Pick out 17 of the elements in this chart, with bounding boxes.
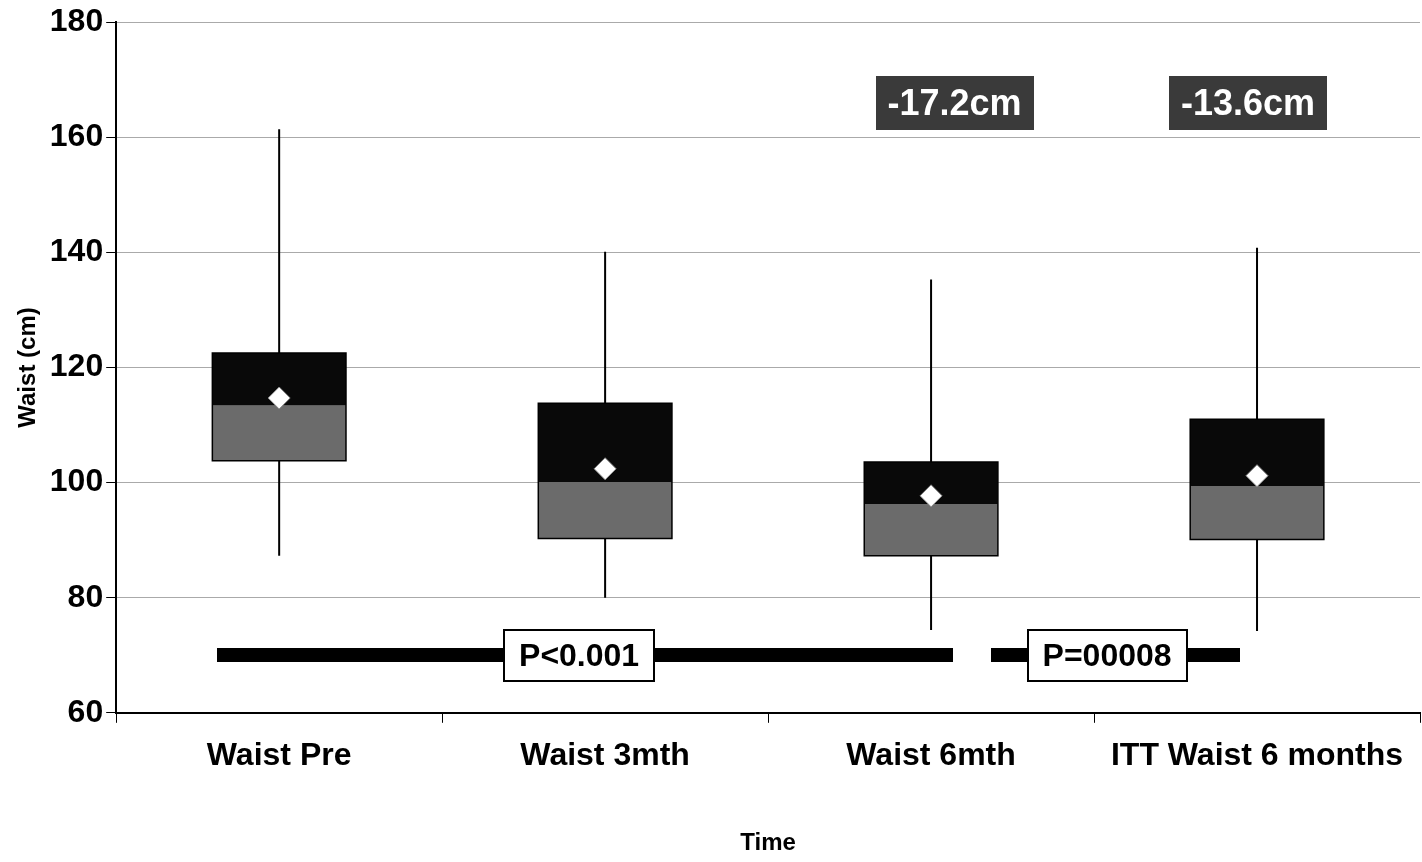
- y-tick-label: 100: [49, 462, 104, 499]
- x-tick-label: Waist 3mth: [520, 735, 690, 772]
- annotation: P<0.001: [503, 628, 656, 682]
- x-tick-label: ITT Waist 6 months: [1110, 735, 1404, 772]
- y-tick-label: 80: [67, 577, 104, 614]
- x-axis-title: Time: [740, 828, 796, 856]
- y-tick-label: 180: [49, 2, 104, 39]
- y-tick-label: 120: [49, 347, 104, 384]
- y-axis-title: Waist (cm): [13, 307, 41, 428]
- y-tick-label: 160: [49, 117, 104, 154]
- y-tick-label: 60: [67, 692, 104, 729]
- y-tick-label: 140: [49, 232, 104, 269]
- annotation: -17.2cm: [875, 75, 1034, 130]
- x-tick-label: Waist Pre: [206, 735, 352, 772]
- x-tick-label: Waist 6mth: [846, 735, 1016, 772]
- annotation: P=00008: [1026, 628, 1188, 682]
- annotation: -13.6cm: [1168, 75, 1327, 130]
